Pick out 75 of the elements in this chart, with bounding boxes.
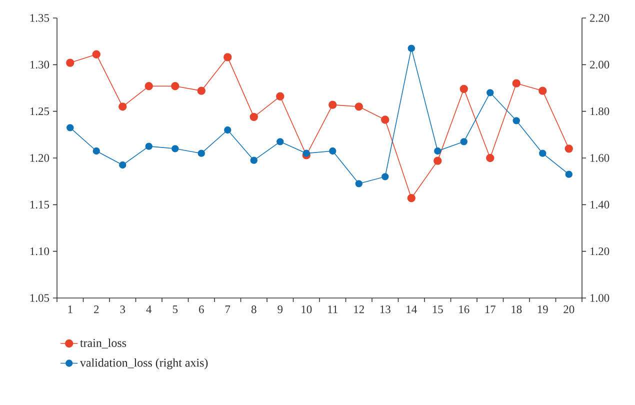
point	[460, 138, 468, 146]
point	[565, 170, 572, 178]
point	[145, 142, 152, 150]
x-tick-label: 7	[226, 306, 230, 314]
x-tick-label: 5	[172, 306, 178, 314]
point	[224, 126, 232, 134]
point	[408, 44, 415, 52]
x-tick-label: 1	[68, 306, 72, 314]
x-tick-label: 17	[485, 306, 496, 314]
point	[407, 194, 416, 202]
point	[302, 150, 310, 157]
point	[92, 50, 100, 58]
point	[460, 84, 468, 94]
point	[276, 138, 284, 146]
x-tick-label: 8	[251, 306, 256, 314]
point	[328, 100, 337, 109]
point	[119, 161, 126, 169]
y2-tick-label: 2.00	[590, 60, 610, 69]
x-tick-label: 19	[538, 306, 548, 314]
point	[564, 144, 573, 153]
point	[92, 147, 100, 155]
point	[434, 156, 442, 165]
point	[172, 145, 179, 152]
x-tick-label: 20	[564, 306, 574, 314]
legend-label: validation_loss (right axis)	[80, 358, 208, 370]
point	[197, 86, 206, 95]
x-tick-label: 3	[120, 306, 126, 314]
point	[382, 173, 389, 180]
point	[66, 58, 74, 67]
y-tick-label: 1.15	[30, 200, 50, 209]
x-tick-label: 9	[278, 306, 283, 314]
point	[224, 53, 232, 62]
point	[171, 82, 180, 90]
x-tick-label: 15	[432, 306, 443, 314]
point	[329, 147, 336, 155]
point	[198, 150, 205, 157]
point	[512, 117, 520, 124]
point	[144, 82, 153, 90]
y-tick-label: 1.05	[30, 294, 50, 302]
point	[250, 112, 258, 122]
y-tick-label: 1.30	[30, 60, 50, 69]
x-tick-label: 16	[459, 306, 470, 314]
point	[355, 180, 362, 188]
point	[381, 116, 390, 124]
point	[434, 147, 442, 155]
x-tick-label: 11	[328, 306, 338, 314]
y-tick-label: 1.25	[30, 107, 50, 116]
x-tick-label: 13	[380, 306, 390, 314]
y-tick-label: 1.35	[30, 14, 50, 22]
y2-tick-label: 1.00	[590, 294, 610, 302]
y-tick-label: 1.10	[30, 247, 50, 256]
y2-tick-label: 1.60	[590, 154, 610, 162]
x-tick-label: 18	[512, 306, 522, 314]
y-tick-label: 1.20	[30, 154, 50, 162]
x-tick-label: 10	[302, 306, 312, 314]
point	[250, 156, 258, 164]
point	[276, 92, 284, 100]
y2-tick-label: 1.40	[590, 200, 610, 209]
point	[512, 79, 520, 88]
legend-label: train_loss	[80, 338, 126, 348]
x-tick-label: 4	[146, 306, 152, 314]
y2-tick-label: 1.80	[590, 107, 610, 116]
x-tick-label: 14	[406, 306, 417, 314]
x-tick-label: 2	[94, 306, 99, 314]
point	[486, 89, 494, 96]
y2-tick-label: 1.20	[590, 247, 610, 256]
point	[66, 124, 74, 132]
point	[118, 102, 127, 111]
point	[486, 154, 494, 162]
y2-tick-label: 2.20	[590, 14, 610, 22]
point	[539, 150, 546, 157]
point	[538, 86, 547, 95]
x-tick-label: 12	[354, 306, 364, 314]
x-tick-label: 6	[199, 306, 204, 314]
point	[354, 102, 363, 111]
